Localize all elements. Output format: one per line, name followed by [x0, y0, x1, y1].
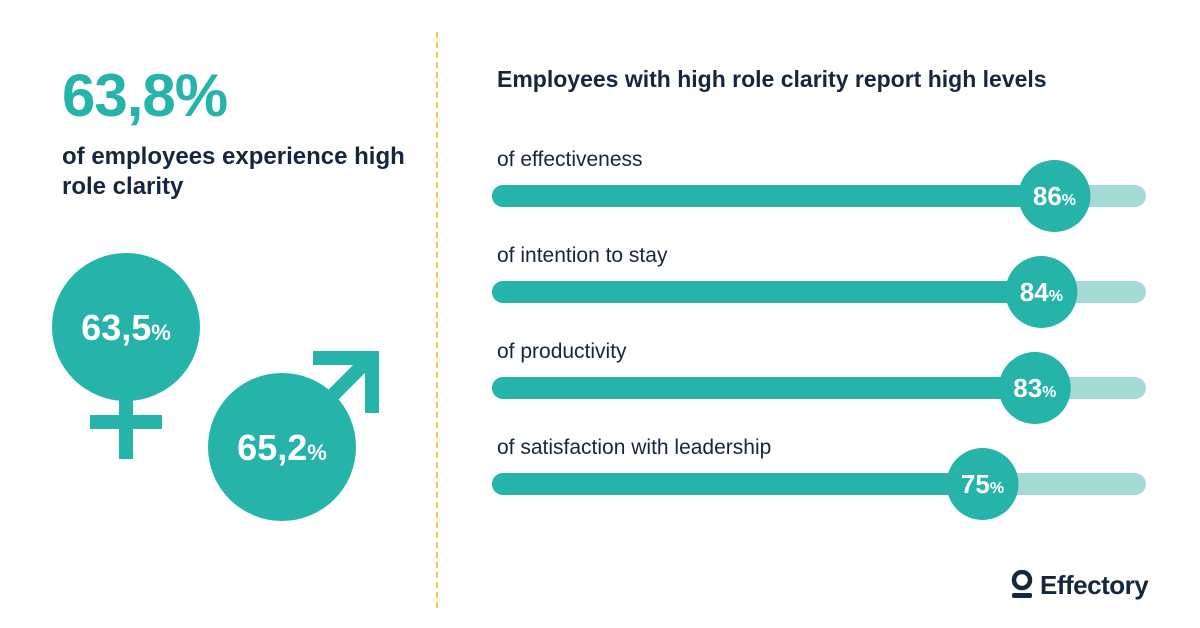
- bar-value-bubble: [946, 448, 1019, 520]
- bar-category-label: of productivity: [497, 340, 627, 363]
- bar-value-bubble: [1005, 256, 1078, 328]
- headline-caption: of employees experience high role clarit…: [62, 143, 405, 200]
- svg-text:63,5%: 63,5%: [81, 307, 171, 348]
- brand-logo: Effectory: [1010, 568, 1149, 602]
- bar-fill: [492, 473, 983, 495]
- bar-category-label: of satisfaction with leadership: [497, 436, 771, 459]
- female-unit: %: [151, 320, 171, 345]
- male-unit: %: [307, 440, 327, 465]
- svg-text:65,2%: 65,2%: [237, 427, 327, 468]
- bar-category-label: of intention to stay: [497, 244, 668, 267]
- brand-name: Effectory: [1040, 569, 1149, 600]
- bar-value-bubble: [998, 352, 1071, 424]
- female-value: 63,5: [81, 307, 151, 348]
- male-value: 65,2: [237, 427, 307, 468]
- female-symbol-icon: 63,5%: [52, 253, 200, 459]
- bar-fill: [492, 185, 1055, 207]
- bar-fill: [492, 281, 1042, 303]
- dashed-divider: [436, 32, 438, 608]
- chart-title: Employees with high role clarity report …: [497, 66, 1047, 92]
- gender-graphic: 63,5% 65,2%: [52, 253, 379, 521]
- male-symbol-icon: 65,2%: [208, 351, 379, 521]
- bar-value-label: 86%: [1033, 181, 1076, 211]
- bar-fill: [492, 377, 1035, 399]
- bar-value-label: 84%: [1020, 277, 1063, 307]
- headline-percentage: 63,8%: [62, 62, 228, 129]
- bar-value-bubble: [1018, 160, 1091, 232]
- effectory-logo-icon: [1011, 570, 1033, 598]
- bar-category-label: of effectiveness: [497, 148, 643, 171]
- bar-value-label: 83%: [1013, 373, 1056, 403]
- bar-value-label: 75%: [961, 469, 1004, 499]
